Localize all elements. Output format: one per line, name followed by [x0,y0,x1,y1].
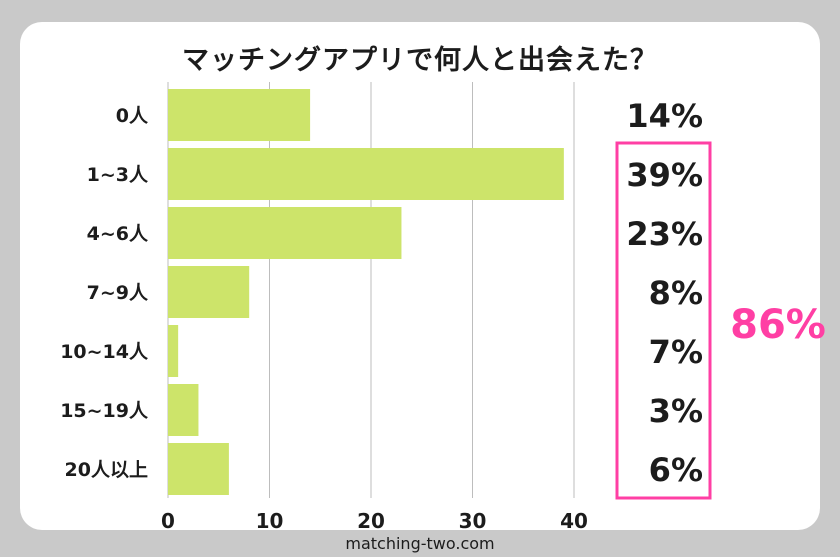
percent-label: 6% [649,451,703,489]
bar [168,207,402,259]
category-label: 10~14人 [60,341,149,363]
percent-label: 39% [626,156,703,194]
percent-label: 3% [649,392,703,430]
x-tick-label: 20 [357,509,385,533]
category-label: 0人 [116,105,149,127]
bar [168,384,199,436]
chart-title: マッチングアプリで何人と出会えた？ [182,45,658,76]
x-tick-label: 10 [256,509,284,533]
x-tick-label: 40 [560,509,588,533]
highlight-total: 86% [730,302,826,348]
percent-label: 14% [626,97,703,135]
chart-card [20,22,820,530]
category-label: 20人以上 [65,459,148,481]
bar [168,89,311,141]
bar [168,148,564,200]
category-label: 15~19人 [60,400,149,422]
source-footer: matching-two.com [345,534,495,553]
percent-label: 23% [626,215,703,253]
x-tick-label: 0 [161,509,175,533]
percent-label: 7% [649,333,703,371]
x-tick-label: 30 [459,509,487,533]
bar [168,443,229,495]
category-label: 1~3人 [87,164,149,186]
bar [168,325,179,377]
category-label: 7~9人 [87,282,149,304]
percent-label: 8% [649,274,703,312]
bar [168,266,250,318]
category-label: 4~6人 [87,223,149,245]
highlight-box [615,141,712,500]
